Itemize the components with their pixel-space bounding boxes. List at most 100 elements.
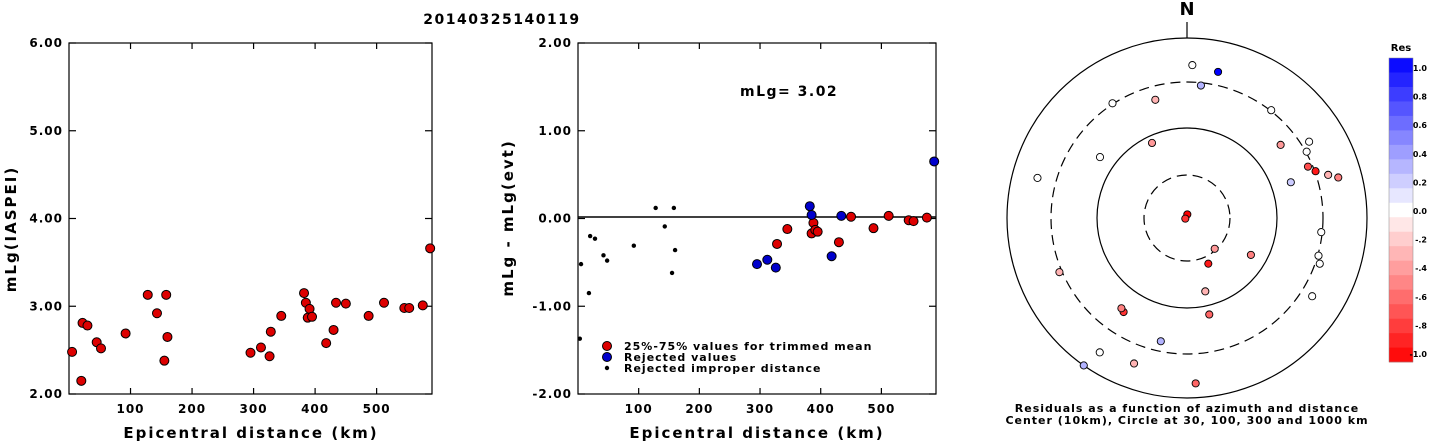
colorbar-cell bbox=[1389, 173, 1413, 189]
polar-panel: N Residuals as a function of azimuth and… bbox=[1005, 0, 1368, 427]
range-circle-300km bbox=[1050, 81, 1324, 355]
station-residual-point bbox=[1267, 106, 1276, 115]
north-label: N bbox=[1179, 0, 1194, 20]
left-point-kept bbox=[161, 289, 172, 300]
station-residual-point bbox=[1079, 361, 1088, 370]
colorbar-cell bbox=[1389, 246, 1413, 261]
left-point-kept bbox=[255, 342, 266, 353]
left-point-kept bbox=[425, 243, 436, 254]
left-point-kept bbox=[245, 347, 256, 358]
left-point-kept bbox=[95, 343, 106, 354]
left-y-axis-label: mLg(IASPEI) bbox=[2, 166, 20, 292]
colorbar-label: 0.0 bbox=[1413, 207, 1428, 216]
middle-point-kept bbox=[782, 224, 793, 235]
colorbar-cell bbox=[1389, 318, 1413, 334]
middle-point-kept bbox=[772, 238, 783, 249]
colorbar-cell bbox=[1389, 260, 1413, 276]
station-residual-point bbox=[1033, 173, 1042, 182]
colorbar-cells bbox=[1389, 58, 1413, 363]
middle-point-improper bbox=[587, 233, 593, 239]
middle-point-improper bbox=[671, 205, 677, 211]
left-x-tick-label: 500 bbox=[363, 402, 391, 416]
middle-point-rejected bbox=[806, 209, 817, 220]
middle-point-improper bbox=[631, 243, 637, 248]
colorbar-title: Res bbox=[1391, 43, 1411, 54]
polar-caption-2: Center (10km), Circle at 30, 100, 300 an… bbox=[1005, 414, 1368, 427]
middle-point-kept bbox=[812, 226, 823, 237]
station-residual-point bbox=[1311, 167, 1320, 176]
middle-x-tick-label: 200 bbox=[685, 402, 713, 416]
station-residual-point bbox=[1317, 228, 1326, 237]
middle-y-tick-label: 2.00 bbox=[538, 36, 572, 50]
legend-label-improper: Rejected improper distance bbox=[624, 362, 821, 375]
left-point-kept bbox=[417, 300, 428, 311]
station-residual-point bbox=[1191, 379, 1200, 388]
left-x-tick-label: 300 bbox=[240, 402, 268, 416]
middle-point-kept bbox=[833, 237, 844, 248]
colorbar-label: 0.6 bbox=[1413, 121, 1428, 130]
colorbar-label: -.6 bbox=[1415, 293, 1427, 302]
middle-points bbox=[577, 156, 940, 341]
station-residual-point bbox=[1302, 147, 1311, 156]
polar-caption-1: Residuals as a function of azimuth and d… bbox=[1015, 402, 1359, 415]
station-residual-point bbox=[1055, 268, 1064, 277]
middle-y-tick-label: -2.00 bbox=[532, 387, 572, 401]
colorbar-cell bbox=[1389, 347, 1413, 363]
station-residual-point bbox=[1181, 214, 1190, 223]
middle-point-rejected bbox=[929, 156, 940, 167]
station-residual-point bbox=[1188, 61, 1197, 70]
colorbar-labels: 1.0 0.8 0.6 0.4 0.2 0.0 -.2 -.4 -.6 -.8 -1.0 bbox=[1410, 64, 1428, 359]
station-residual-point bbox=[1276, 140, 1285, 149]
colorbar-label: 0.8 bbox=[1413, 93, 1428, 102]
left-point-kept bbox=[379, 297, 390, 308]
colorbar-cell bbox=[1389, 217, 1413, 233]
middle-point-improper bbox=[604, 258, 610, 263]
left-x-tick-label: 200 bbox=[178, 402, 206, 416]
left-point-kept bbox=[321, 338, 332, 349]
left-point-kept bbox=[82, 320, 93, 331]
left-ticks: 100 200 300 400 500 2.00 3.00 4.00 5.00 6.00 bbox=[29, 36, 432, 416]
colorbar-label: 0.2 bbox=[1413, 178, 1427, 187]
middle-point-kept bbox=[868, 223, 879, 234]
legend-marker-improper bbox=[604, 365, 610, 371]
middle-x-tick-label: 500 bbox=[867, 402, 895, 416]
range-circle-30km bbox=[1143, 174, 1231, 262]
left-point-kept bbox=[340, 298, 351, 309]
left-point-kept bbox=[76, 375, 87, 386]
legend-label-rejected: Rejected values bbox=[624, 351, 737, 364]
colorbar-cell bbox=[1389, 130, 1413, 146]
left-points bbox=[67, 243, 436, 386]
station-residual-point bbox=[1156, 337, 1165, 346]
middle-y-axis-label: mLg - mLg(evt) bbox=[499, 139, 517, 296]
station-residual-point bbox=[1334, 173, 1343, 182]
middle-point-improper bbox=[601, 253, 606, 258]
middle-point-improper bbox=[577, 336, 583, 341]
middle-legend: 25%-75% values for trimmed mean Rejected… bbox=[602, 340, 872, 375]
mlg-annotation: mLg= 3.02 bbox=[740, 84, 838, 100]
left-plot-frame bbox=[68, 42, 433, 395]
middle-x-tick-label: 400 bbox=[807, 402, 835, 416]
left-x-tick-label: 400 bbox=[301, 402, 329, 416]
colorbar-cell bbox=[1389, 159, 1413, 175]
station-residual-point bbox=[1108, 99, 1117, 108]
figure-title: 20140325140119 bbox=[423, 12, 580, 28]
left-point-kept bbox=[120, 328, 131, 339]
middle-point-kept bbox=[908, 216, 919, 227]
middle-point-improper bbox=[662, 224, 667, 229]
left-point-kept bbox=[299, 288, 310, 299]
station-residual-point bbox=[1201, 287, 1210, 296]
colorbar-cell bbox=[1389, 304, 1413, 319]
left-x-tick-label: 100 bbox=[116, 402, 144, 416]
left-point-kept bbox=[142, 289, 153, 300]
middle-point-improper bbox=[592, 236, 598, 241]
middle-panel: 100 200 300 400 500 -2.00 -1.00 0.00 1.00 2.00 mL… bbox=[499, 36, 940, 441]
colorbar-label: -.8 bbox=[1415, 321, 1427, 330]
middle-point-rejected bbox=[804, 201, 815, 212]
colorbar-frame bbox=[1388, 57, 1414, 363]
residual-colorbar: Res 1.0 0.8 0.6 0.4 0.2 0.0 -.2 -.4 -.6 -.8 -1.0 bbox=[1388, 43, 1428, 363]
legend-label-kept: 25%-75% values for trimmed mean bbox=[624, 340, 872, 353]
middle-point-kept bbox=[921, 212, 932, 223]
left-x-axis-label: Epicentral distance (km) bbox=[123, 424, 378, 441]
middle-point-rejected bbox=[752, 259, 762, 270]
